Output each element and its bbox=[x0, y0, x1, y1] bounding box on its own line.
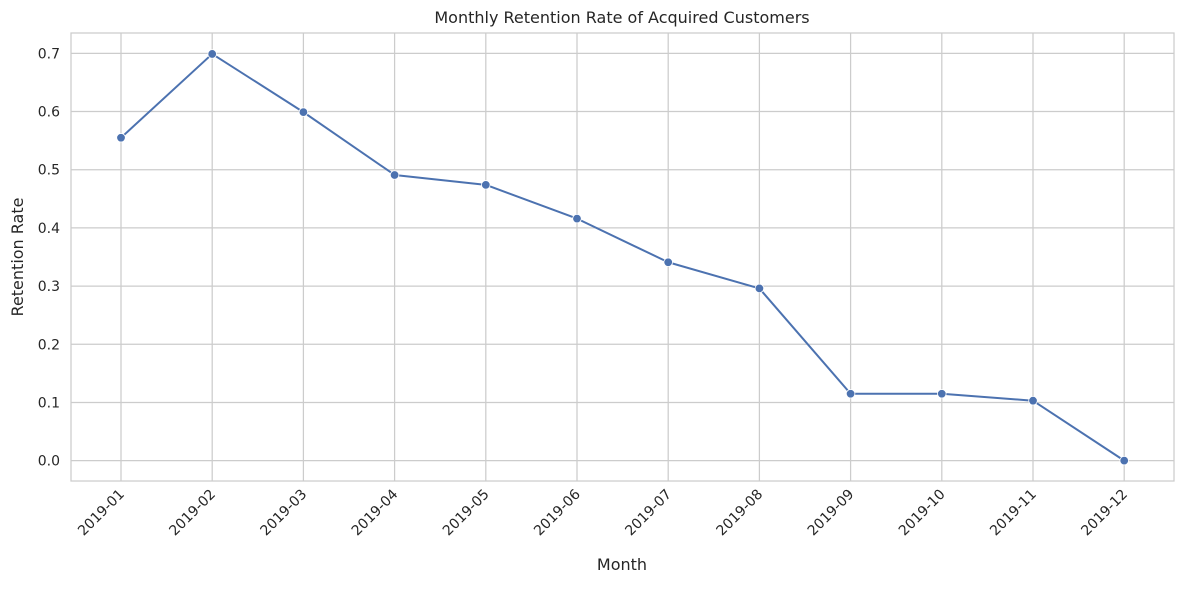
x-tick-label: 2019-04 bbox=[349, 486, 402, 539]
data-point bbox=[298, 107, 309, 117]
y-tick-label: 0.1 bbox=[38, 395, 60, 411]
x-tick-label: 2019-03 bbox=[258, 487, 311, 540]
y-tick-labels: 0.0 0.1 0.2 0.3 0.4 0.5 0.6 0.7 bbox=[38, 46, 60, 469]
x-tick-label: 2019-01 bbox=[75, 487, 128, 540]
x-tick-label: 2019-12 bbox=[1078, 487, 1131, 540]
y-tick-label: 0.4 bbox=[38, 221, 60, 237]
y-tick-label: 0.0 bbox=[38, 454, 60, 470]
x-tick-label: 2019-10 bbox=[896, 487, 949, 540]
data-point bbox=[663, 257, 673, 267]
data-point bbox=[845, 389, 856, 399]
x-tick-label: 2019-09 bbox=[805, 487, 858, 540]
x-tick-label: 2019-02 bbox=[166, 487, 219, 540]
x-tick-label: 2019-08 bbox=[714, 487, 767, 540]
x-tick-label: 2019-06 bbox=[531, 486, 584, 539]
grid-lines bbox=[71, 33, 1174, 481]
y-tick-label: 0.3 bbox=[38, 279, 60, 295]
x-tick-label: 2019-05 bbox=[440, 487, 493, 540]
y-tick-label: 0.7 bbox=[38, 46, 60, 62]
data-point bbox=[389, 170, 400, 180]
data-point bbox=[937, 389, 947, 399]
data-point bbox=[116, 133, 126, 143]
data-point bbox=[207, 49, 217, 59]
series-layer bbox=[116, 49, 1129, 466]
y-tick-label: 0.2 bbox=[38, 337, 60, 353]
x-tick-labels: 2019-01 2019-02 2019-03 2019-04 2019-05 2019-… bbox=[75, 486, 1131, 539]
data-point bbox=[754, 283, 765, 294]
plot-frame bbox=[70, 32, 1175, 482]
y-axis-title: Retention Rate bbox=[8, 198, 27, 317]
x-axis-title: Month bbox=[597, 555, 647, 574]
data-point bbox=[1119, 455, 1129, 466]
data-point bbox=[572, 213, 582, 224]
y-tick-label: 0.6 bbox=[38, 105, 60, 121]
y-tick-label: 0.5 bbox=[38, 163, 60, 179]
data-point bbox=[1028, 396, 1038, 406]
x-tick-label: 2019-11 bbox=[987, 487, 1040, 540]
series-line bbox=[120, 52, 1125, 462]
data-point bbox=[481, 180, 491, 190]
chart-title: Monthly Retention Rate of Acquired Custo… bbox=[434, 8, 809, 27]
x-tick-label: 2019-07 bbox=[622, 487, 675, 540]
